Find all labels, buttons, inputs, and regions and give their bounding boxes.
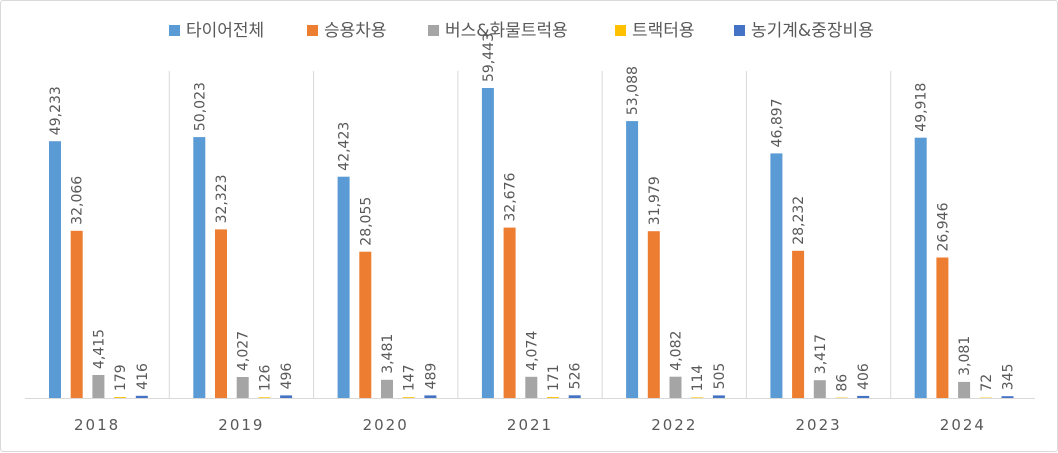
bar	[569, 395, 581, 398]
data-label: 4,415	[91, 329, 107, 369]
legend-swatch	[428, 25, 439, 36]
bar	[338, 177, 350, 398]
data-label: 59,443	[481, 33, 497, 82]
data-label: 28,232	[791, 196, 807, 245]
bar	[770, 153, 782, 398]
bar	[215, 229, 227, 398]
bar	[691, 397, 703, 398]
bar	[424, 395, 436, 398]
x-tick-label: 2018	[74, 416, 120, 434]
bar	[936, 258, 948, 399]
bar	[280, 395, 292, 398]
bar	[381, 380, 393, 398]
legend-swatch	[169, 25, 180, 36]
x-tick-label: 2020	[363, 416, 409, 434]
x-tick-labels: 2018 2019 2020 2021 2022 2023 2024	[74, 416, 986, 434]
data-label: 49,918	[914, 83, 930, 132]
legend-swatch	[734, 25, 745, 36]
legend: 타이어전체 승용차용 버스&화물트럭용 트랙터용 농기계&중장비용	[169, 21, 874, 41]
bar	[1002, 396, 1014, 398]
data-label: 3,417	[813, 334, 829, 374]
data-label: 3,481	[380, 334, 396, 374]
data-label: 31,979	[647, 176, 663, 225]
bar	[403, 397, 415, 398]
data-label: 49,233	[48, 86, 64, 135]
x-tick-label: 2019	[218, 416, 264, 434]
bar	[92, 375, 104, 398]
legend-label: 타이어전체	[186, 21, 264, 41]
data-label: 406	[856, 363, 872, 390]
data-label: 171	[546, 364, 562, 391]
data-label: 416	[135, 363, 151, 390]
bar	[49, 141, 61, 398]
legend-item: 승용차용	[307, 21, 387, 41]
bar	[525, 377, 537, 398]
data-labels: 49,233 32,066 4,415 179 416 50,023 32,323 4,027…	[48, 33, 1017, 392]
bar	[713, 395, 725, 398]
data-label: 489	[423, 363, 439, 390]
bar	[670, 377, 682, 398]
data-label: 345	[1001, 363, 1017, 390]
data-label: 28,055	[358, 197, 374, 246]
data-label: 32,323	[214, 174, 230, 223]
bar	[915, 138, 927, 398]
bar	[114, 397, 126, 398]
bar	[814, 380, 826, 398]
data-label: 179	[113, 364, 129, 391]
data-label: 114	[690, 365, 706, 392]
legend-item: 농기계&중장비용	[734, 21, 874, 41]
x-tick-label: 2024	[940, 416, 986, 434]
x-tick-label: 2022	[651, 416, 697, 434]
data-label: 32,066	[70, 176, 86, 225]
legend-label: 버스&화물트럭용	[445, 21, 568, 41]
bar	[193, 137, 205, 398]
data-label: 32,676	[503, 173, 519, 222]
bar	[958, 382, 970, 398]
x-tick-label: 2021	[507, 416, 553, 434]
data-label: 4,074	[524, 331, 540, 371]
legend-label: 트랙터용	[632, 21, 695, 41]
data-label: 496	[279, 363, 295, 390]
data-label: 4,027	[236, 331, 252, 371]
data-label: 46,897	[769, 98, 785, 147]
data-label: 147	[402, 364, 418, 391]
bar	[648, 231, 660, 398]
bar	[359, 252, 371, 398]
data-label: 126	[257, 364, 273, 391]
bar	[71, 231, 83, 398]
legend-swatch	[615, 25, 626, 36]
bar	[547, 397, 559, 398]
data-label: 72	[979, 374, 995, 392]
bar	[237, 377, 249, 398]
legend-label: 농기계&중장비용	[751, 21, 874, 41]
bar	[792, 251, 804, 398]
data-label: 505	[712, 363, 728, 390]
data-label: 50,023	[192, 82, 208, 131]
bar	[482, 88, 494, 398]
legend-item: 버스&화물트럭용	[428, 21, 568, 41]
legend-swatch	[307, 25, 318, 36]
bar	[626, 121, 638, 398]
legend-item: 타이어전체	[169, 21, 264, 41]
legend-item: 트랙터용	[615, 21, 695, 41]
bar	[136, 396, 148, 398]
data-label: 86	[835, 374, 851, 392]
data-label: 526	[568, 362, 584, 389]
legend-label: 승용차용	[324, 21, 387, 41]
bar	[258, 397, 270, 398]
data-label: 42,423	[337, 122, 353, 171]
data-label: 3,081	[957, 336, 973, 376]
bar	[504, 228, 516, 398]
data-label: 4,082	[669, 331, 685, 371]
x-tick-label: 2023	[796, 416, 842, 434]
data-label: 53,088	[625, 66, 641, 115]
bar	[857, 396, 869, 398]
data-label: 26,946	[935, 202, 951, 251]
